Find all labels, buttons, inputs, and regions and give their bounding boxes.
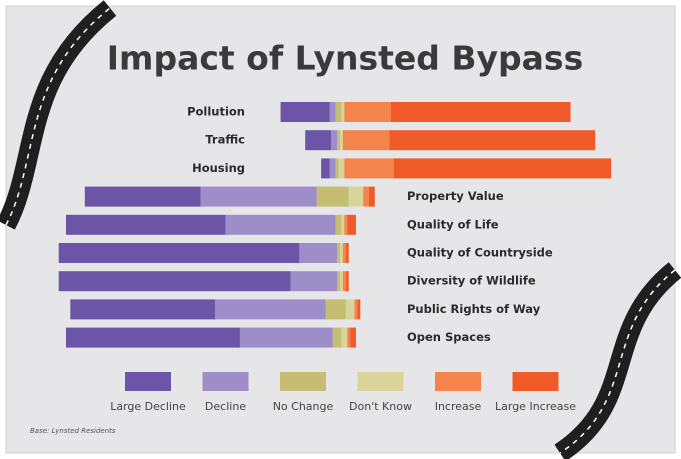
bar-segment — [66, 215, 226, 235]
bar-segment — [347, 328, 350, 348]
bar-segment — [363, 187, 369, 207]
bar-segment — [281, 102, 330, 122]
bar-segment — [340, 130, 343, 150]
bar-segment — [59, 243, 300, 263]
bar-segment — [341, 102, 344, 122]
bar-segment — [337, 243, 340, 263]
category-label: Quality of Countryside — [407, 246, 553, 260]
category-label: Pollution — [187, 105, 245, 119]
bar-segment — [317, 187, 349, 207]
bar-segment — [70, 299, 215, 319]
bar-segment — [343, 130, 389, 150]
source-note: Base: Lynsted Residents — [30, 427, 116, 435]
category-label: Public Rights of Way — [407, 302, 541, 316]
bar-segment — [291, 271, 337, 291]
bar-segment — [391, 102, 571, 122]
legend-swatch — [125, 372, 171, 391]
bar-segment — [350, 328, 356, 348]
legend-label: Large Decline — [110, 400, 186, 413]
bar-segment — [66, 328, 240, 348]
legend-label: Increase — [435, 400, 482, 413]
bar-segment — [336, 215, 342, 235]
bar-segment — [389, 130, 595, 150]
bar-segment — [321, 158, 330, 178]
legend-swatch — [513, 372, 559, 391]
bar-segment — [331, 130, 337, 150]
bar-segment — [305, 130, 331, 150]
category-label: Traffic — [205, 133, 245, 147]
bar-segment — [344, 158, 393, 178]
bar-segment — [336, 102, 342, 122]
bar-segment — [336, 158, 339, 178]
bar-segment — [341, 215, 344, 235]
category-label: Housing — [192, 161, 245, 175]
bar-segment — [394, 158, 612, 178]
bar-segment — [337, 271, 340, 291]
bar-segment — [225, 215, 335, 235]
bar-segment — [357, 299, 360, 319]
legend-label: No Change — [273, 400, 334, 413]
chart: Impact of Lynsted Bypass Base: Lynsted R… — [0, 0, 681, 459]
bar-segment — [343, 271, 346, 291]
bar-segment — [343, 243, 346, 263]
legend-label: Decline — [205, 400, 246, 413]
bar-segment — [337, 130, 340, 150]
legend-label: Large Increase — [495, 400, 576, 413]
bar-segment — [215, 299, 325, 319]
bar-segment — [85, 187, 201, 207]
bar-segment — [344, 102, 390, 122]
chart-title: Impact of Lynsted Bypass — [107, 39, 583, 78]
bar-segment — [347, 215, 356, 235]
bar-segment — [299, 243, 337, 263]
bar-segment — [340, 271, 343, 291]
bar-segment — [369, 187, 375, 207]
legend-swatch — [280, 372, 326, 391]
legend-swatch — [358, 372, 404, 391]
bar-segment — [330, 102, 336, 122]
category-label: Property Value — [407, 189, 504, 203]
bar-segment — [339, 158, 345, 178]
bar-segment — [340, 243, 343, 263]
bar-segment — [326, 299, 346, 319]
bar-segment — [330, 158, 336, 178]
bar-segment — [346, 243, 349, 263]
bar-segment — [349, 187, 364, 207]
bar-segment — [346, 299, 355, 319]
category-label: Quality of Life — [407, 217, 499, 231]
category-label: Diversity of Wildlife — [407, 274, 536, 288]
category-label: Open Spaces — [407, 330, 491, 344]
bar-segment — [333, 328, 342, 348]
legend-label: Don't Know — [349, 400, 412, 413]
bar-segment — [201, 187, 317, 207]
bar-segment — [59, 271, 291, 291]
bar-segment — [240, 328, 333, 348]
bar-segment — [355, 299, 358, 319]
bar-segment — [341, 328, 347, 348]
legend-swatch — [435, 372, 481, 391]
bar-segment — [346, 271, 349, 291]
legend-swatch — [203, 372, 249, 391]
bar-segment — [344, 215, 347, 235]
